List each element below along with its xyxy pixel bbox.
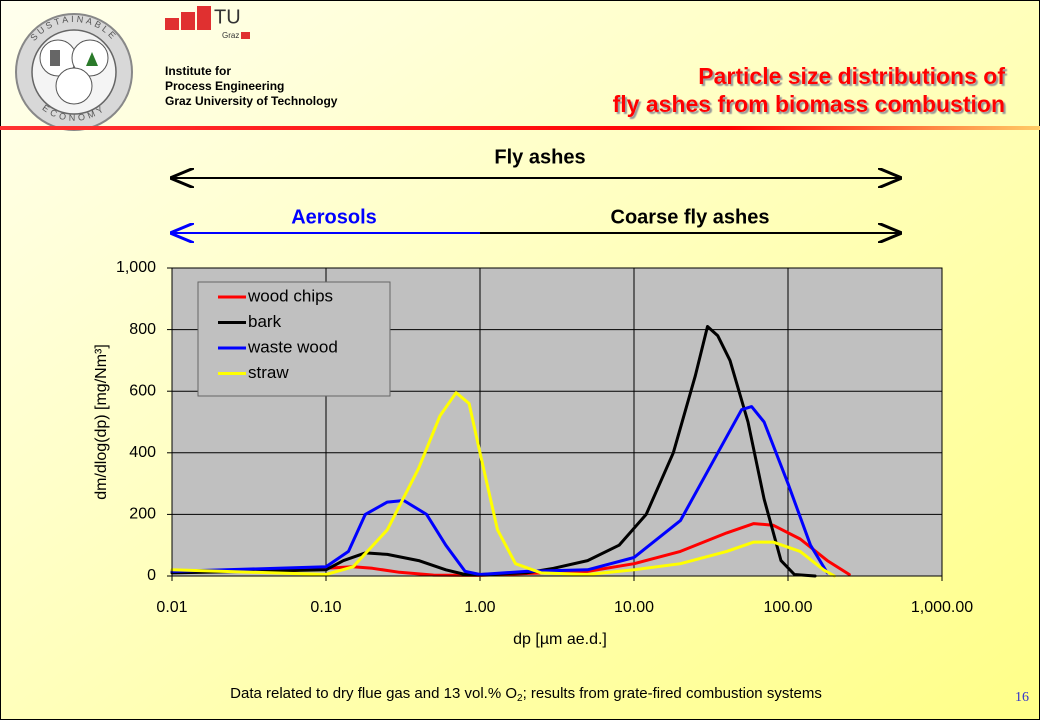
x-tick-label: 0.01 xyxy=(156,599,187,616)
institute-line: Process Engineering xyxy=(165,79,284,93)
sustainable-logo: SUSTAINABLE ECONOMY xyxy=(15,13,133,131)
legend-label: waste wood xyxy=(247,337,338,356)
y-tick-label: 600 xyxy=(129,382,156,399)
institute-line: Institute for xyxy=(165,64,231,78)
institute-line: Graz University of Technology xyxy=(165,94,338,108)
legend-label: wood chips xyxy=(247,286,333,305)
y-tick-label: 400 xyxy=(129,444,156,461)
footnote: Data related to dry flue gas and 13 vol.… xyxy=(230,685,822,704)
annotation: Aerosols xyxy=(291,206,377,228)
tu-logo: TU Graz xyxy=(165,6,250,40)
header-rule xyxy=(0,126,1040,130)
legend-box xyxy=(197,281,391,397)
footnote-subscript: 2 xyxy=(517,693,523,704)
y-axis-label: dm/dlog(dp) [mg/Nm³] xyxy=(93,344,110,500)
footnote-part: Data related to dry flue gas and 13 vol.… xyxy=(230,685,517,702)
y-tick-label: 0 xyxy=(147,567,156,584)
legend-label: bark xyxy=(248,312,282,331)
x-tick-label: 1,000.00 xyxy=(911,599,973,616)
plot-border xyxy=(171,267,943,577)
logo-tu: TU xyxy=(214,6,241,28)
annotation: Coarse fly ashes xyxy=(611,206,770,228)
y-tick-label: 200 xyxy=(129,506,156,523)
series-line xyxy=(170,391,836,578)
y-tick-label: 1,000 xyxy=(116,259,156,276)
x-tick-label: 0.10 xyxy=(310,599,341,616)
x-axis-label: dp [µm ae.d.] xyxy=(513,631,607,648)
x-tick-label: 100.00 xyxy=(764,599,813,616)
logo-graz: Graz xyxy=(222,31,239,40)
slide-title: fly ashes from biomass combustion xyxy=(613,91,1005,117)
annotation: Fly ashes xyxy=(494,146,585,168)
x-tick-label: 1.00 xyxy=(464,599,495,616)
slide-title: Particle size distributions of xyxy=(698,63,1005,89)
legend-label: straw xyxy=(248,363,289,382)
page-number: 16 xyxy=(1015,690,1029,705)
series-line xyxy=(170,325,817,578)
series-line xyxy=(170,405,829,576)
footnote-part: ; results from grate-fired combustion sy… xyxy=(523,685,822,702)
x-tick-label: 10.00 xyxy=(614,599,654,616)
y-tick-label: 800 xyxy=(129,321,156,338)
